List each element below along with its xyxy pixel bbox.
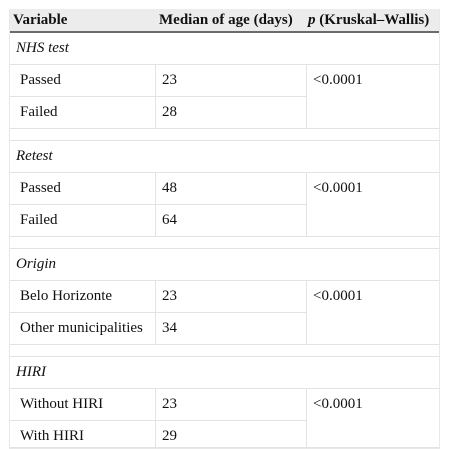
group-spacer <box>10 345 439 357</box>
header-median: Median of age (days) <box>159 12 293 28</box>
table-row: Failed 64 <box>10 204 307 236</box>
table-row: Passed 23 <box>10 65 307 96</box>
table-row: Passed 48 <box>10 173 307 204</box>
group-p-value: <0.0001 <box>313 288 363 304</box>
table-header: Variable Median of age (days) p (Kruskal… <box>10 9 439 33</box>
table-row: Failed 28 <box>10 96 307 128</box>
row-median: 23 <box>156 389 307 420</box>
group-title-retest: Retest <box>10 141 439 173</box>
group-p-value: <0.0001 <box>313 180 363 196</box>
row-variable: Failed <box>10 205 156 236</box>
group-body-retest: Passed 48 Failed 64 <0.0001 <box>10 173 439 237</box>
group-title-origin: Origin <box>10 249 439 281</box>
row-median: 23 <box>156 65 307 96</box>
row-median: 29 <box>156 421 307 447</box>
row-variable: Passed <box>10 173 156 204</box>
group-p-value: <0.0001 <box>313 396 363 412</box>
group-title-nhs-test: NHS test <box>10 33 439 65</box>
group-body-origin: Belo Horizonte 23 Other municipalities 3… <box>10 281 439 345</box>
row-median: 48 <box>156 173 307 204</box>
header-p-value: p (Kruskal–Wallis) <box>307 9 439 31</box>
group-title-hiri: HIRI <box>10 357 439 389</box>
header-p-symbol: p <box>308 12 316 28</box>
age-median-table: Variable Median of age (days) p (Kruskal… <box>9 9 440 449</box>
row-variable: Without HIRI <box>10 389 156 420</box>
group-spacer <box>10 237 439 249</box>
row-variable: Belo Horizonte <box>10 281 156 312</box>
table-row: With HIRI 29 <box>10 420 307 447</box>
table-row: Without HIRI 23 <box>10 389 307 420</box>
group-body-nhs-test: Passed 23 Failed 28 <0.0001 <box>10 65 439 129</box>
row-variable: Other municipalities <box>10 313 156 344</box>
header-p-test: (Kruskal–Wallis) <box>315 12 430 28</box>
group-body-hiri: Without HIRI 23 With HIRI 29 <0.0001 <box>10 389 439 448</box>
row-variable: Failed <box>10 97 156 128</box>
group-spacer <box>10 129 439 141</box>
row-median: 64 <box>156 205 307 236</box>
group-p-value: <0.0001 <box>313 72 363 88</box>
row-median: 34 <box>156 313 307 344</box>
header-variable: Variable <box>13 12 68 28</box>
table-row: Other municipalities 34 <box>10 312 307 344</box>
row-variable: With HIRI <box>10 421 156 447</box>
row-median: 28 <box>156 97 307 128</box>
table-row: Belo Horizonte 23 <box>10 281 307 312</box>
row-variable: Passed <box>10 65 156 96</box>
row-median: 23 <box>156 281 307 312</box>
